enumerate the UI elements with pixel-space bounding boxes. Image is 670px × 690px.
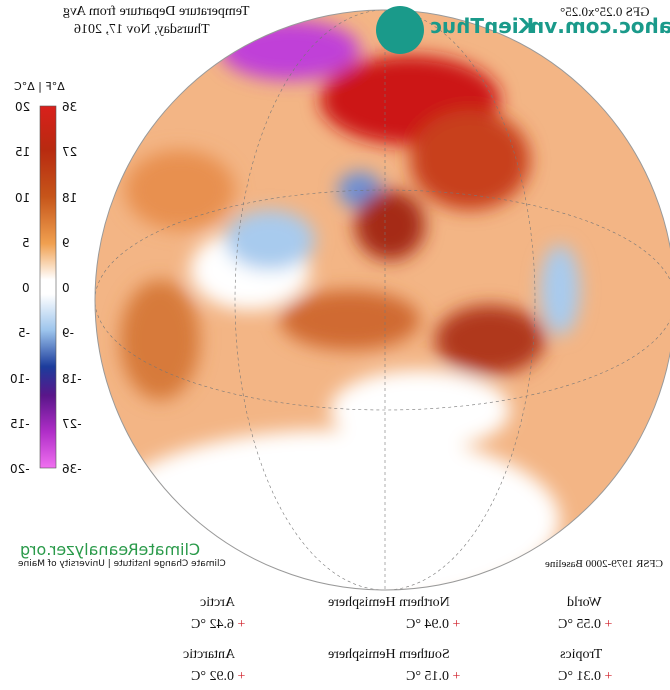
title: Temperature Departure from Avg	[63, 4, 250, 19]
region-value-text: 0.15 °C	[405, 669, 449, 684]
legend-fahrenheit-label: -27	[62, 416, 82, 431]
legend-celsius-label: -5	[18, 326, 30, 341]
region-name: Southern Hemisphere	[328, 647, 450, 662]
region-name: Arctic	[200, 595, 235, 610]
region-sign: +	[452, 617, 460, 632]
globe-outline	[94, 9, 670, 591]
region-value-text: 0.94 °C	[405, 617, 449, 632]
legend-celsius-label: 0	[22, 281, 30, 295]
footer-baseline: CFSR 1979-2000 Baseline	[545, 558, 663, 570]
region-value: + 0.92 °C	[191, 669, 245, 685]
legend-celsius-label: 15	[14, 145, 30, 160]
anomaly-field	[100, 20, 580, 590]
graticule	[95, 10, 670, 590]
watermark-brand: KienThuc	[430, 14, 535, 38]
legend-celsius-label: 20	[14, 100, 30, 114]
legend-celsius-label: -15	[10, 416, 30, 431]
region-sign: +	[237, 669, 245, 684]
legend-fahrenheit-label: 36	[62, 100, 78, 114]
region-value-text: 0.31 °C	[557, 669, 601, 684]
date: Thursday, Nov 17, 2016	[74, 22, 210, 37]
legend-fahrenheit-label: 18	[62, 190, 78, 205]
legend-fahrenheit-label: -18	[62, 371, 82, 386]
footer-site: ClimateReanalyzer.org	[20, 540, 201, 559]
region-value: + 0.15 °C	[406, 669, 460, 685]
legend-celsius-label: -10	[10, 371, 30, 386]
watermark-logo	[376, 6, 424, 54]
region-sign: +	[604, 617, 612, 632]
region-name: Antarctic	[182, 647, 235, 662]
region-value-text: 0.92 °C	[190, 669, 234, 684]
legend-fahrenheit-label: 0	[62, 281, 70, 295]
color-bar	[39, 105, 57, 469]
region-name: Northern Hemisphere	[328, 595, 450, 610]
legend-celsius-label: 10	[14, 190, 30, 205]
region-value: + 6.42 °C	[191, 617, 245, 633]
region-sign: +	[604, 669, 612, 684]
legend-fahrenheit-label: -9	[62, 326, 74, 341]
legend-fahrenheit-label: 9	[62, 235, 70, 250]
legend-fahrenheit-label: 27	[62, 145, 78, 160]
region-value: + 0.31 °C	[558, 669, 612, 685]
footer-institute: Climate Change Institute | University of…	[18, 559, 226, 569]
region-sign: +	[237, 617, 245, 632]
region-value-text: 0.55 °C	[557, 617, 601, 632]
region-value: + 0.94 °C	[406, 617, 460, 633]
region-value-text: 6.42 °C	[190, 617, 234, 632]
region-name: World	[567, 595, 602, 610]
region-value: + 0.55 °C	[558, 617, 612, 633]
region-sign: +	[452, 669, 460, 684]
legend-celsius-label: -20	[10, 462, 30, 476]
region-name: Tropics	[559, 647, 602, 662]
legend-celsius-label: 5	[22, 235, 30, 250]
legend-header: Δ°F | Δ°C	[14, 80, 65, 93]
watermark-site: khoahoc.com.vn	[530, 14, 670, 38]
legend-fahrenheit-label: -36	[62, 462, 82, 476]
